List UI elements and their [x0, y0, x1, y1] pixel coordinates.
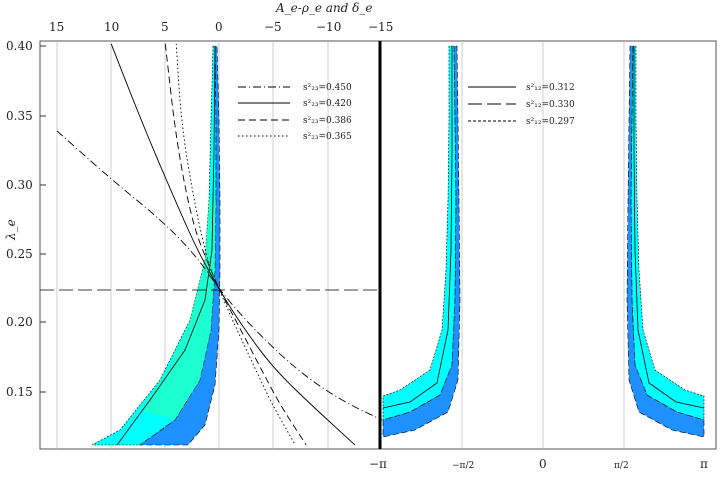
- left-band-green: [140, 200, 216, 420]
- series-line-dashed: [164, 43, 307, 446]
- y-axis: 0.15 0.20 0.25 0.30 0.35 0.40 λ_e: [4, 39, 46, 399]
- y-tick-label: 0.15: [6, 385, 33, 399]
- right-band-blue-left: [382, 45, 461, 438]
- top-tick-label: 0: [215, 20, 223, 34]
- top-tick-label: −10: [316, 20, 341, 34]
- legend-label: s²₂₃=0.420: [303, 99, 352, 109]
- top-tick-label: −15: [368, 20, 393, 34]
- bottom-axis: −π −π/2 0 π/2 π: [369, 457, 708, 471]
- legend-label: s²₂₃=0.386: [303, 116, 352, 126]
- legend-label: s²₁₂=0.330: [526, 100, 575, 110]
- right-solid-line-left: [382, 46, 453, 409]
- left-legend: s²₂₃=0.450 s²₂₃=0.420 s²₂₃=0.386 s²₂₃=0.…: [238, 83, 352, 142]
- left-solid-band-line: [116, 45, 216, 446]
- plot-frame: [39, 40, 717, 450]
- gridlines: [56, 41, 625, 449]
- top-tick-label: 5: [161, 20, 169, 34]
- series-line-dotted: [175, 43, 296, 446]
- y-axis-title: λ_e: [4, 219, 18, 241]
- bottom-tick-label: π: [700, 457, 708, 471]
- y-tick-label: 0.20: [6, 315, 33, 329]
- legend-label: s²₂₃=0.450: [303, 83, 352, 93]
- top-tick-label: 15: [49, 20, 64, 34]
- right-band-cyan-right: [630, 45, 705, 421]
- bottom-tick-label: π/2: [614, 461, 629, 471]
- top-axis: A_e-ρ_e and δ_e 15 10 5 0 −5 −10 −15: [49, 1, 393, 34]
- bottom-tick-label: −π: [369, 457, 387, 471]
- y-tick-label: 0.30: [6, 178, 33, 192]
- top-tick-label: −5: [264, 20, 282, 34]
- series-line-solid: [110, 43, 356, 446]
- right-solid-line-right: [633, 46, 705, 409]
- series-line-dash-dot: [56, 130, 383, 421]
- y-tick-label: 0.40: [6, 39, 33, 53]
- legend-label: s²₁₂=0.312: [526, 83, 575, 93]
- right-legend: s²₁₂=0.312 s²₁₂=0.330 s²₁₂=0.297: [468, 83, 575, 127]
- top-tick-label: 10: [104, 20, 119, 34]
- left-panel-curves: [56, 43, 383, 446]
- right-band-blue-right: [626, 45, 705, 438]
- right-band-cyan-left: [382, 45, 457, 421]
- legend-label: s²₂₃=0.365: [303, 132, 352, 142]
- y-tick-label: 0.35: [6, 109, 33, 123]
- y-tick-label: 0.25: [6, 247, 33, 261]
- legend-label: s²₁₂=0.297: [526, 117, 575, 127]
- top-axis-title: A_e-ρ_e and δ_e: [275, 1, 373, 15]
- bottom-tick-label: 0: [539, 457, 547, 471]
- bottom-tick-label: −π/2: [452, 461, 474, 471]
